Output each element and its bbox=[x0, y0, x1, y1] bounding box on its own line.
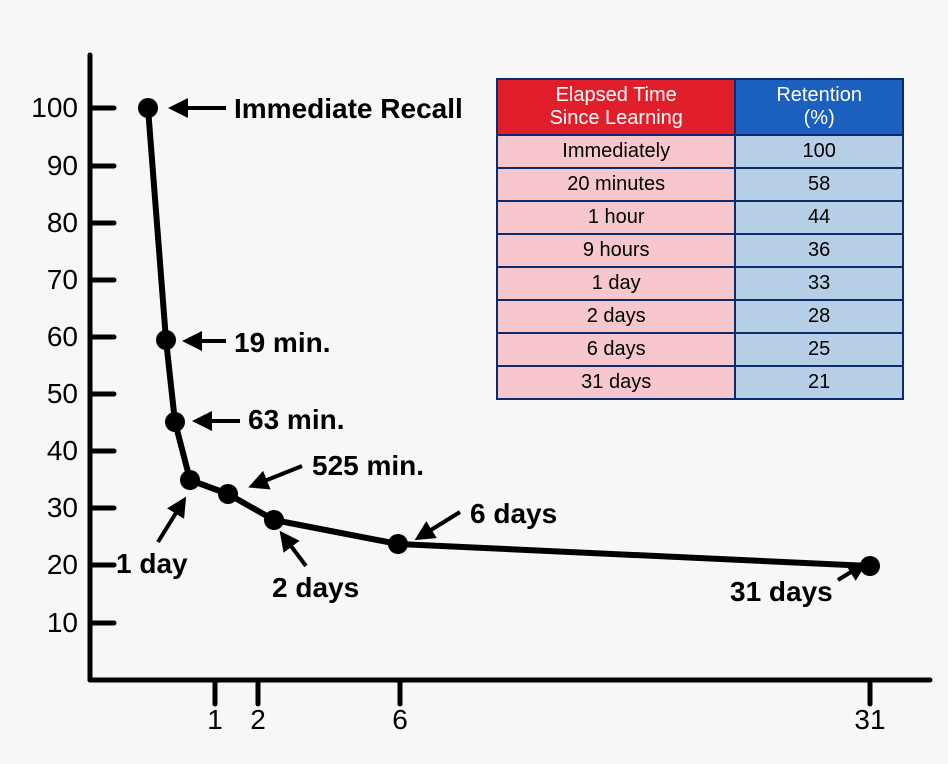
cell-retention: 44 bbox=[735, 201, 903, 234]
annotation-label: 6 days bbox=[470, 498, 557, 530]
annotation-label: 63 min. bbox=[248, 404, 344, 436]
y-tick-label: 60 bbox=[47, 321, 78, 353]
table-row: 31 days21 bbox=[497, 366, 903, 399]
y-tick-label: 100 bbox=[31, 92, 78, 124]
cell-retention: 25 bbox=[735, 333, 903, 366]
x-tick-label: 31 bbox=[854, 704, 885, 736]
x-tick-label: 2 bbox=[250, 704, 266, 736]
annotation-label: Immediate Recall bbox=[234, 93, 463, 125]
annotation-label: 525 min. bbox=[312, 450, 424, 482]
cell-time: 6 days bbox=[497, 333, 735, 366]
table-row: 1 hour44 bbox=[497, 201, 903, 234]
cell-retention: 33 bbox=[735, 267, 903, 300]
retention-table: Elapsed TimeSince LearningRetention(%)Im… bbox=[496, 78, 904, 400]
cell-retention: 36 bbox=[735, 234, 903, 267]
y-tick-label: 40 bbox=[47, 435, 78, 467]
cell-time: 1 hour bbox=[497, 201, 735, 234]
cell-time: 2 days bbox=[497, 300, 735, 333]
cell-retention: 100 bbox=[735, 135, 903, 168]
cell-time: 20 minutes bbox=[497, 168, 735, 201]
cell-time: 1 day bbox=[497, 267, 735, 300]
y-tick-label: 30 bbox=[47, 492, 78, 524]
table-row: 6 days25 bbox=[497, 333, 903, 366]
y-tick-label: 50 bbox=[47, 378, 78, 410]
x-tick-label: 6 bbox=[392, 704, 408, 736]
table-row: 2 days28 bbox=[497, 300, 903, 333]
cell-time: 31 days bbox=[497, 366, 735, 399]
cell-time: Immediately bbox=[497, 135, 735, 168]
y-tick-label: 10 bbox=[47, 607, 78, 639]
annotation-label: 31 days bbox=[730, 576, 833, 608]
annotation-label: 19 min. bbox=[234, 327, 330, 359]
cell-retention: 58 bbox=[735, 168, 903, 201]
annotation-label: 2 days bbox=[272, 572, 359, 604]
cell-retention: 28 bbox=[735, 300, 903, 333]
cell-retention: 21 bbox=[735, 366, 903, 399]
y-tick-label: 90 bbox=[47, 150, 78, 182]
cell-time: 9 hours bbox=[497, 234, 735, 267]
annotation-label: 1 day bbox=[116, 548, 188, 580]
x-tick-label: 1 bbox=[207, 704, 223, 736]
table-row: Immediately100 bbox=[497, 135, 903, 168]
table-header-retention: Retention(%) bbox=[735, 79, 903, 135]
table-row: 20 minutes58 bbox=[497, 168, 903, 201]
table-row: 1 day33 bbox=[497, 267, 903, 300]
table-row: 9 hours36 bbox=[497, 234, 903, 267]
y-tick-label: 70 bbox=[47, 264, 78, 296]
y-tick-label: 20 bbox=[47, 549, 78, 581]
table-header-time: Elapsed TimeSince Learning bbox=[497, 79, 735, 135]
y-tick-label: 80 bbox=[47, 207, 78, 239]
